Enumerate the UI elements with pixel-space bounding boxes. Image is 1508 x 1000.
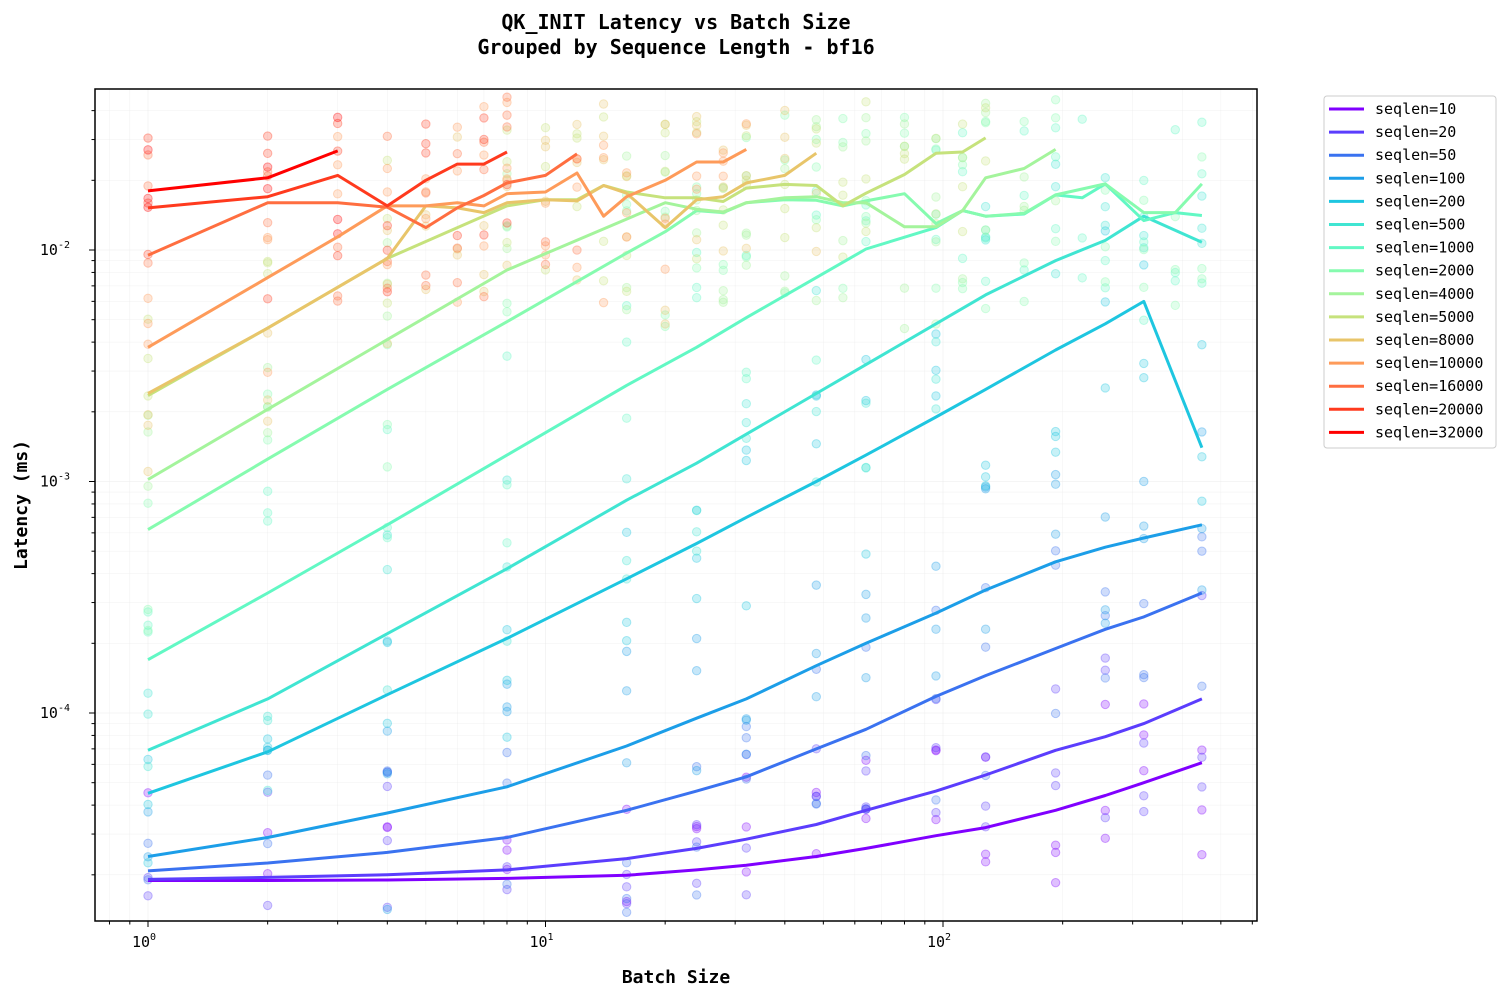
legend: seqlen=10 seqlen=20 seqlen=50 seqlen=100 seq… [1323,95,1497,449]
series-line [147,150,508,210]
title-text: QK_INIT Latency vs Batch Size [501,10,850,34]
legend-item-label: seqlen=10 [1375,100,1456,118]
y-tick-label: 10-4 [40,703,70,722]
legend-item-label: seqlen=20 [1375,123,1456,141]
legend-item-label: seqlen=500 [1375,216,1465,234]
series-line [147,697,1203,881]
series-line [147,151,818,395]
series-line [147,523,1203,858]
series-line [147,148,1057,481]
series-lines [147,136,1204,882]
series-line [147,152,578,257]
y-tick-label: 10-2 [40,240,70,259]
x-tick-label: 100 [132,932,156,951]
legend-item-label: seqlen=100 [1375,169,1465,187]
legend-item-label: seqlen=1000 [1375,239,1474,257]
x-tick-label: 102 [927,932,951,951]
series-line [147,299,1204,795]
legend-item-label: seqlen=8000 [1375,331,1474,349]
legend-item-label: seqlen=16000 [1375,377,1483,395]
scatter-points [143,92,1207,917]
gridlines [95,89,1257,921]
legend-item-label: seqlen=4000 [1375,285,1474,303]
legend-item-label: seqlen=10000 [1375,354,1483,372]
plot-frame [94,88,1258,922]
y-tick-label: 10-3 [40,472,70,491]
legend-item-label: seqlen=50 [1375,146,1456,164]
legend-item-label: seqlen=2000 [1375,262,1474,280]
subtitle-text: Grouped by Sequence Length - bf16 [477,35,874,59]
y-axis-ticks: 10-4 10-3 10-2 [40,110,95,876]
x-axis-label: Batch Size [622,967,731,988]
y-axis-label: Latency (ms) [11,440,32,570]
legend-box [1323,95,1497,449]
x-axis-ticks: 100 101 102 [108,921,1253,951]
legend-item-label: seqlen=5000 [1375,308,1474,326]
chart-title: QK_INIT Latency vs Batch Size Grouped by… [477,10,874,59]
legend-item-label: seqlen=20000 [1375,400,1483,418]
series-line [148,761,1203,882]
x-tick-label: 101 [529,932,553,951]
legend-item-label: seqlen=32000 [1375,423,1483,441]
series-line [147,149,339,193]
legend-item-label: seqlen=200 [1375,192,1465,210]
series-line [147,148,748,349]
series-line [147,214,1203,752]
series-line [147,591,1203,873]
